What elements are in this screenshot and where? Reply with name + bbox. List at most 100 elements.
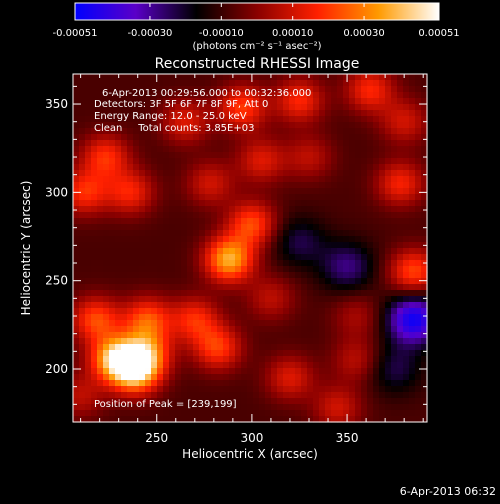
- heatmap-cell: [163, 92, 170, 99]
- heatmap-cell: [193, 110, 200, 117]
- heatmap-cell: [361, 350, 368, 357]
- heatmap-cell: [139, 140, 146, 147]
- heatmap-cell: [169, 344, 176, 351]
- heatmap-cell: [169, 98, 176, 105]
- heatmap-cell: [397, 338, 404, 345]
- heatmap-cell: [247, 98, 254, 105]
- heatmap-cell: [247, 104, 254, 111]
- heatmap-cell: [199, 158, 206, 165]
- heatmap-cell: [133, 110, 140, 117]
- heatmap-cell: [211, 326, 218, 333]
- heatmap-cell: [193, 206, 200, 213]
- heatmap-cell: [145, 146, 152, 153]
- heatmap-cell: [73, 206, 80, 213]
- heatmap-cell: [151, 152, 158, 159]
- heatmap-cell: [133, 152, 140, 159]
- heatmap-cell: [121, 368, 128, 375]
- heatmap-cell: [301, 314, 308, 321]
- heatmap-cell: [109, 140, 116, 147]
- heatmap-cell: [397, 194, 404, 201]
- heatmap-cell: [139, 362, 146, 369]
- heatmap-cell: [193, 230, 200, 237]
- heatmap-cell: [241, 326, 248, 333]
- heatmap-cell: [91, 290, 98, 297]
- heatmap-cell: [187, 410, 194, 417]
- heatmap-cell: [283, 332, 290, 339]
- heatmap-cell: [235, 74, 242, 81]
- heatmap-cell: [277, 308, 284, 315]
- heatmap-cell: [355, 284, 362, 291]
- heatmap-cell: [91, 374, 98, 381]
- heatmap-cell: [199, 110, 206, 117]
- heatmap-cell: [193, 122, 200, 129]
- heatmap-cell: [349, 362, 356, 369]
- heatmap-cell: [253, 236, 260, 243]
- heatmap-cell: [109, 218, 116, 225]
- heatmap-cell: [181, 398, 188, 405]
- heatmap-cell: [157, 80, 164, 87]
- heatmap-cell: [343, 254, 350, 261]
- heatmap-cell: [115, 110, 122, 117]
- heatmap-cell: [313, 230, 320, 237]
- heatmap-cell: [379, 230, 386, 237]
- heatmap-cell: [115, 80, 122, 87]
- heatmap-cell: [343, 212, 350, 219]
- heatmap-cell: [127, 332, 134, 339]
- heatmap-cell: [325, 254, 332, 261]
- y-tick-label: 350: [45, 97, 68, 111]
- heatmap-cell: [409, 356, 416, 363]
- heatmap-cell: [319, 128, 326, 135]
- heatmap-cell: [373, 260, 380, 267]
- heatmap-cell: [361, 134, 368, 141]
- heatmap-cell: [343, 182, 350, 189]
- heatmap-cell: [385, 398, 392, 405]
- heatmap-cell: [229, 116, 236, 123]
- heatmap-cell: [295, 290, 302, 297]
- heatmap-cell: [133, 212, 140, 219]
- heatmap-cell: [217, 284, 224, 291]
- heatmap-cell: [139, 122, 146, 129]
- heatmap-cell: [349, 398, 356, 405]
- heatmap-cell: [187, 308, 194, 315]
- heatmap-cell: [115, 236, 122, 243]
- heatmap-cell: [289, 116, 296, 123]
- heatmap-cell: [145, 236, 152, 243]
- heatmap-cell: [121, 86, 128, 93]
- heatmap-cell: [157, 260, 164, 267]
- heatmap-cell: [163, 200, 170, 207]
- heatmap-cell: [301, 224, 308, 231]
- heatmap-cell: [301, 158, 308, 165]
- heatmap-cell: [181, 242, 188, 249]
- heatmap-cell: [217, 92, 224, 99]
- heatmap-cell: [163, 380, 170, 387]
- heatmap-cell: [385, 158, 392, 165]
- heatmap-cell: [127, 194, 134, 201]
- heatmap-cell: [247, 272, 254, 279]
- heatmap-cell: [319, 362, 326, 369]
- heatmap-cell: [259, 344, 266, 351]
- heatmap-cell: [403, 230, 410, 237]
- heatmap-cell: [91, 212, 98, 219]
- heatmap-cell: [415, 386, 422, 393]
- heatmap-cell: [409, 116, 416, 123]
- heatmap-cell: [91, 224, 98, 231]
- heatmap-cell: [313, 386, 320, 393]
- heatmap-cell: [415, 176, 422, 183]
- heatmap-cell: [343, 398, 350, 405]
- heatmap-cell: [295, 302, 302, 309]
- heatmap-cell: [313, 350, 320, 357]
- heatmap-cell: [151, 194, 158, 201]
- heatmap-cell: [379, 98, 386, 105]
- heatmap-cell: [409, 320, 416, 327]
- heatmap-cell: [223, 182, 230, 189]
- heatmap-cell: [223, 92, 230, 99]
- heatmap-cell: [217, 380, 224, 387]
- heatmap-cell: [349, 350, 356, 357]
- heatmap-cell: [319, 338, 326, 345]
- heatmap-cell: [85, 350, 92, 357]
- heatmap-cell: [157, 380, 164, 387]
- heatmap-cell: [283, 302, 290, 309]
- heatmap-cell: [133, 386, 140, 393]
- heatmap-cell: [337, 344, 344, 351]
- heatmap-cell: [319, 158, 326, 165]
